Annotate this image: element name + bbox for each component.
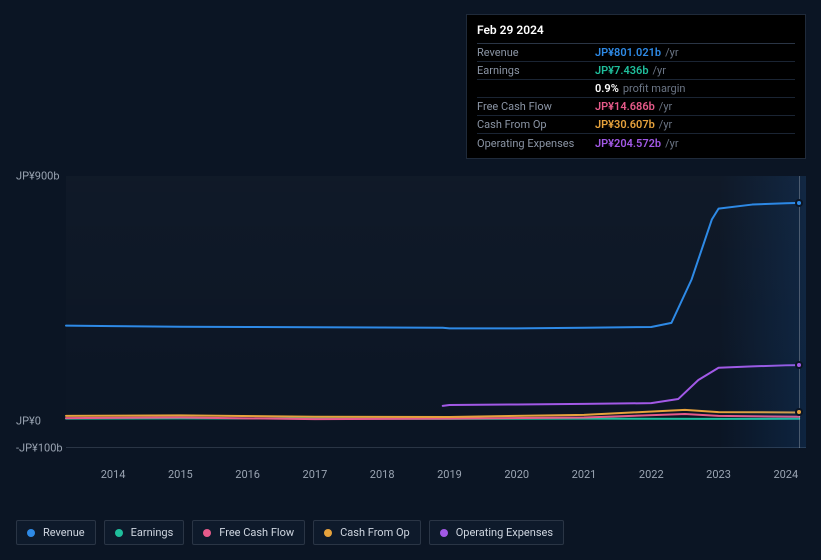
tooltip-row-label: Cash From Op [477, 118, 595, 131]
tooltip-row: Free Cash FlowJP¥14.686b/yr [477, 98, 795, 116]
tooltip-row-label: Earnings [477, 64, 595, 77]
legend-item[interactable]: Free Cash Flow [192, 520, 305, 545]
x-tick-label: 2016 [235, 468, 260, 481]
legend-dot-icon [324, 529, 332, 537]
tooltip-row: EarningsJP¥7.436b/yr [477, 62, 795, 80]
tooltip-row: Cash From OpJP¥30.607b/yr [477, 116, 795, 134]
tooltip-row-unit: /yr [659, 100, 672, 113]
legend-item[interactable]: Earnings [104, 520, 185, 545]
forecast-gradient [719, 176, 806, 448]
legend-dot-icon [115, 529, 123, 537]
tooltip-row-value: JP¥30.607b [595, 118, 655, 131]
legend-dot-icon [203, 529, 211, 537]
y-tick-label: JP¥0 [16, 414, 41, 427]
x-tick-label: 2019 [437, 468, 462, 481]
x-tick-label: 2014 [101, 468, 126, 481]
x-tick-label: 2024 [773, 468, 798, 481]
chart-svg [66, 176, 806, 448]
x-axis: 2014 2015 2016 2017 2018 2019 2020 2021 2022 2023… [66, 468, 806, 488]
tooltip-row-value: JP¥7.436b [595, 64, 649, 77]
tooltip-row-value: 0.9% [595, 82, 619, 95]
series-marker [795, 361, 803, 369]
x-tick-label: 2015 [168, 468, 193, 481]
tooltip-date: Feb 29 2024 [477, 23, 795, 44]
y-tick-label: JP¥900b [16, 170, 60, 183]
tooltip-row: RevenueJP¥801.021b/yr [477, 44, 795, 62]
tooltip-row-unit: /yr [665, 46, 678, 59]
x-tick-label: 2021 [572, 468, 597, 481]
legend: Revenue Earnings Free Cash Flow Cash From O… [16, 520, 564, 545]
chart-area: JP¥900b JP¥0 -JP¥100b 2014 2015 2016 2017 2018… [16, 158, 806, 478]
tooltip-row-label: Free Cash Flow [477, 100, 595, 113]
legend-item[interactable]: Operating Expenses [429, 520, 564, 545]
tooltip-row-unit: /yr [653, 64, 666, 77]
tooltip-row-value: JP¥14.686b [595, 100, 655, 113]
x-tick-label: 2023 [706, 468, 731, 481]
chart-plot[interactable] [66, 176, 806, 448]
tooltip-row-label: Revenue [477, 46, 595, 59]
tooltip-row: 0.9% profit margin [477, 80, 795, 98]
tooltip-row-unit: profit margin [623, 82, 686, 95]
legend-item[interactable]: Cash From Op [313, 520, 421, 545]
series-line [66, 203, 799, 328]
x-tick-label: 2020 [504, 468, 529, 481]
x-tick-label: 2017 [303, 468, 328, 481]
hover-line [799, 176, 800, 448]
legend-label: Operating Expenses [456, 526, 553, 539]
tooltip-row-value: JP¥801.021b [595, 46, 661, 59]
legend-dot-icon [27, 529, 35, 537]
x-tick-label: 2022 [639, 468, 664, 481]
y-tick-label: -JP¥100b [16, 442, 63, 455]
legend-label: Earnings [131, 526, 174, 539]
x-tick-label: 2018 [370, 468, 395, 481]
legend-item[interactable]: Revenue [16, 520, 96, 545]
tooltip-row: Operating ExpensesJP¥204.572b/yr [477, 134, 795, 152]
tooltip-row-unit: /yr [665, 137, 678, 150]
series-marker [795, 408, 803, 416]
tooltip-row-label: Operating Expenses [477, 137, 595, 150]
tooltip-panel: Feb 29 2024 RevenueJP¥801.021b/yrEarning… [466, 14, 806, 159]
tooltip-row-unit: /yr [659, 118, 672, 131]
legend-dot-icon [440, 529, 448, 537]
series-marker [795, 199, 803, 207]
legend-label: Revenue [43, 526, 85, 539]
tooltip-row-value: JP¥204.572b [595, 137, 661, 150]
legend-label: Cash From Op [340, 526, 410, 539]
legend-label: Free Cash Flow [219, 526, 294, 539]
